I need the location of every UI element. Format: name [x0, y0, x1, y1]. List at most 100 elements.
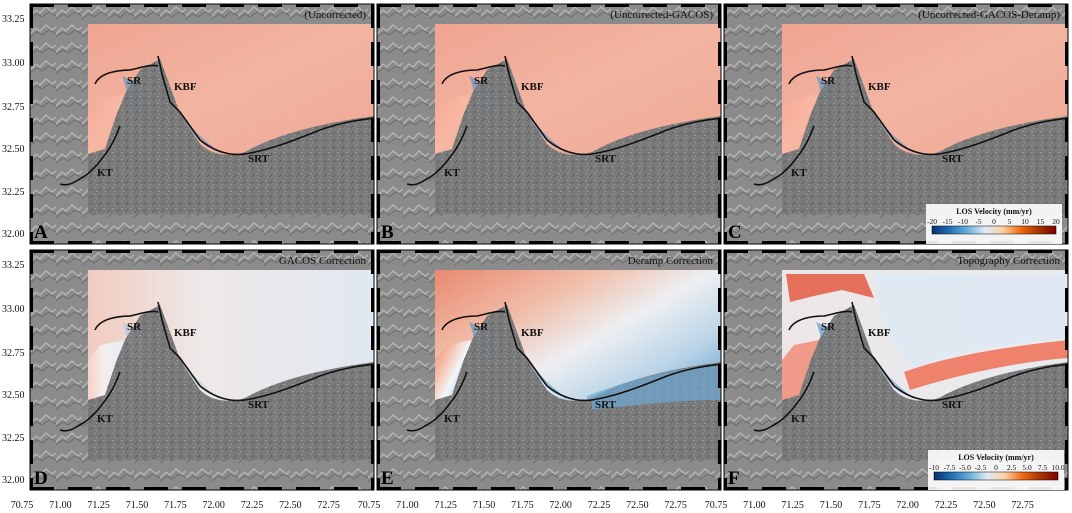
x-tick-label: 70.75 [11, 500, 34, 511]
colorbar-tick-label: 10 [1021, 217, 1029, 226]
label-kt: KT [791, 167, 808, 179]
label-kt: KT [791, 413, 808, 425]
colorbar-tick-label: -10 [929, 463, 939, 472]
fault-kbf [851, 301, 895, 387]
x-tick-label: 71.75 [164, 500, 187, 511]
label-sr: SR [127, 75, 142, 87]
x-tick-label: 71.50 [126, 500, 149, 511]
velocity-field-north [435, 270, 721, 401]
colorbar-tick-label: 0 [992, 217, 996, 226]
y-tick-label-top: 32.00 [2, 229, 25, 240]
panel-title: (Uncorrected-GACOS) [610, 9, 713, 21]
x-tick-label: 72.25 [588, 500, 611, 511]
x-tick-label: 72.50 [279, 500, 302, 511]
x-tick-label: 72.50 [626, 500, 649, 511]
basin-no-data [782, 59, 939, 174]
panel-title: (Uncorrected) [304, 9, 366, 21]
x-tick-label: 71.75 [511, 500, 534, 511]
panel-letter: D [34, 468, 48, 489]
basin-no-data [88, 305, 245, 420]
y-tick-label-top: 32.75 [2, 102, 25, 113]
label-sr: SR [821, 75, 836, 87]
fault-srt [546, 363, 721, 402]
x-tick-label: 72.50 [973, 500, 996, 511]
panel-grid: SR KBF KT SRT (Uncorrected) A SR KBF KT SRT (Uncor… [29, 3, 1069, 491]
y-tick-label-bottom: 33.25 [2, 260, 25, 271]
colorbar-tick-label: -15 [943, 217, 953, 226]
map-panel: SR KBF KT SRT (Uncorrected) A [29, 3, 375, 245]
colorbar-title: LOS Velocity (mm/yr) [958, 453, 1034, 462]
colorbar-tick-label: 10.0 [1051, 463, 1064, 472]
fault-kbf [157, 55, 201, 141]
label-kt: KT [97, 413, 114, 425]
panel-letter: F [728, 468, 740, 489]
colorbar-tick-label: -2.5 [975, 463, 987, 472]
x-tick-label: 71.50 [820, 500, 843, 511]
label-kt: KT [444, 167, 461, 179]
x-tick-label: 71.75 [858, 500, 881, 511]
y-tick-label-bottom: 32.00 [2, 475, 25, 486]
fault-kbf [157, 301, 201, 387]
colorbar-tick-label: 20 [1052, 217, 1060, 226]
y-tick-label-bottom: 33.00 [2, 304, 25, 315]
velocity-high-north [786, 274, 874, 302]
colorbar-tick-label: -20 [927, 217, 937, 226]
y-tick-label-top: 32.50 [2, 144, 25, 155]
colorbar-tick-label: -7.5 [944, 463, 956, 472]
colorbar-background [928, 450, 1064, 490]
fault-sr [788, 310, 853, 331]
label-srt: SRT [942, 153, 964, 165]
x-tick-label: 70.75 [358, 500, 381, 511]
label-sr: SR [127, 321, 142, 333]
velocity-high-ridge [904, 340, 1068, 390]
fault-kt [406, 125, 468, 186]
fault-sr [94, 310, 159, 331]
x-tick-label: 72.00 [896, 500, 919, 511]
fault-kt [406, 371, 468, 432]
colorbar-ramp [931, 225, 1057, 235]
label-sr: SR [474, 321, 489, 333]
y-tick-label-top: 33.25 [2, 14, 25, 25]
label-srt: SRT [595, 399, 617, 411]
x-tick-label: 72.00 [549, 500, 572, 511]
label-srt: SRT [595, 153, 617, 165]
y-tick-label-top: 33.00 [2, 58, 25, 69]
velocity-cool-east [874, 274, 1068, 368]
colorbar-tick-label: 7.5 [1038, 463, 1048, 472]
panel-title: Topography Correction [957, 255, 1060, 267]
velocity-field-west [435, 340, 472, 400]
label-srt: SRT [248, 153, 270, 165]
fault-kt [59, 371, 121, 432]
x-tick-label: 71.25 [781, 500, 804, 511]
colorbar-title: LOS Velocity (mm/yr) [956, 207, 1032, 216]
fault-srt [199, 117, 374, 156]
x-tick-label: 71.25 [87, 500, 110, 511]
colorbar-tick-label: 5 [1008, 217, 1012, 226]
y-tick-label-top: 32.25 [2, 187, 25, 198]
map-panel: SR KBF KT SRT (Uncorrected-GACOS) B [376, 3, 722, 245]
velocity-field-west [782, 340, 819, 400]
fault-sr [441, 64, 506, 85]
velocity-south-east [587, 364, 721, 410]
x-tick-label: 72.25 [935, 500, 958, 511]
velocity-field-west [88, 94, 125, 154]
southern-no-data [435, 174, 721, 214]
x-tick-label: 71.50 [473, 500, 496, 511]
label-kbf: KBF [521, 81, 544, 93]
colorbar-tick-label: -5 [975, 217, 981, 226]
southern-no-data [88, 420, 374, 460]
panel-letter: A [34, 222, 48, 243]
panel-letter: E [381, 468, 394, 489]
label-kt: KT [97, 167, 114, 179]
label-kt: KT [444, 413, 461, 425]
map-panel: SR KBF KT SRT Deramp Correction E [376, 249, 722, 491]
fault-kt [59, 125, 121, 186]
label-kbf: KBF [868, 81, 891, 93]
colorbar-tick-label: 15 [1037, 217, 1045, 226]
y-tick-label-bottom: 32.50 [2, 390, 25, 401]
label-kbf: KBF [868, 327, 891, 339]
x-tick-label: 71.00 [49, 500, 72, 511]
velocity-field-west [88, 340, 125, 400]
map-panel: SR KBF KT SRT (Uncorrected-GACOS-Deramp) C [723, 3, 1069, 245]
